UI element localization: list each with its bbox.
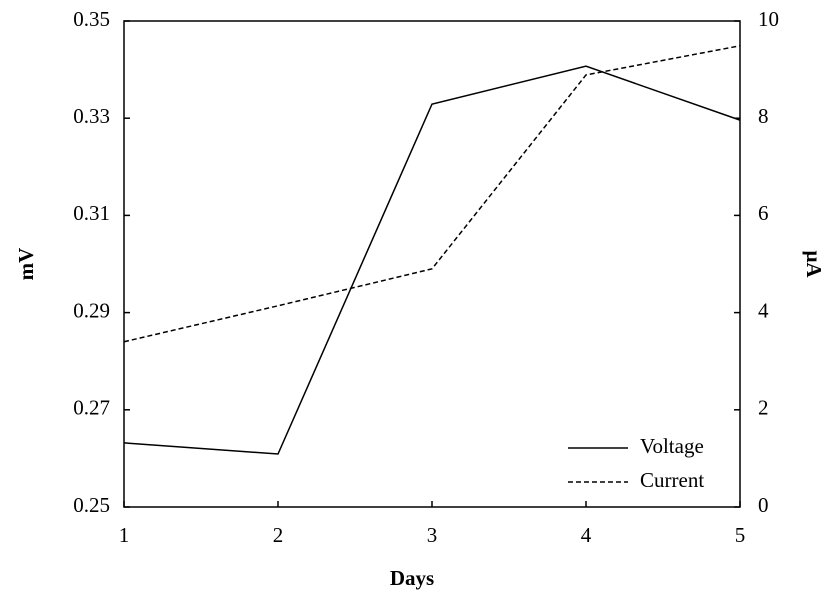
y2-axis-label: μA <box>802 250 824 278</box>
y2-tick-label: 4 <box>758 298 769 322</box>
y-tick-label: 0.35 <box>73 7 110 31</box>
y2-tick-label: 6 <box>758 201 769 225</box>
y-tick-label: 0.29 <box>73 298 110 322</box>
y2-tick-label: 0 <box>758 493 769 517</box>
y-tick-label: 0.25 <box>73 493 110 517</box>
x-tick-label: 3 <box>427 523 438 547</box>
x-tick-label: 5 <box>735 523 746 547</box>
legend-label: Voltage <box>640 434 704 458</box>
y-tick-label: 0.31 <box>73 201 110 225</box>
series-line <box>123 45 741 343</box>
legend-label: Current <box>640 468 704 492</box>
y-tick-label: 0.33 <box>73 104 110 128</box>
x-tick-label: 2 <box>273 523 284 547</box>
series-line <box>123 65 741 455</box>
x-tick-label: 1 <box>119 523 130 547</box>
x-tick-label: 4 <box>581 523 592 547</box>
y2-tick-label: 10 <box>758 7 779 31</box>
y-axis-label: mV <box>14 248 38 281</box>
y2-tick-label: 8 <box>758 104 769 128</box>
y-tick-label: 0.27 <box>73 396 110 420</box>
x-axis-label: Days <box>390 566 434 590</box>
y2-tick-label: 2 <box>758 396 769 420</box>
